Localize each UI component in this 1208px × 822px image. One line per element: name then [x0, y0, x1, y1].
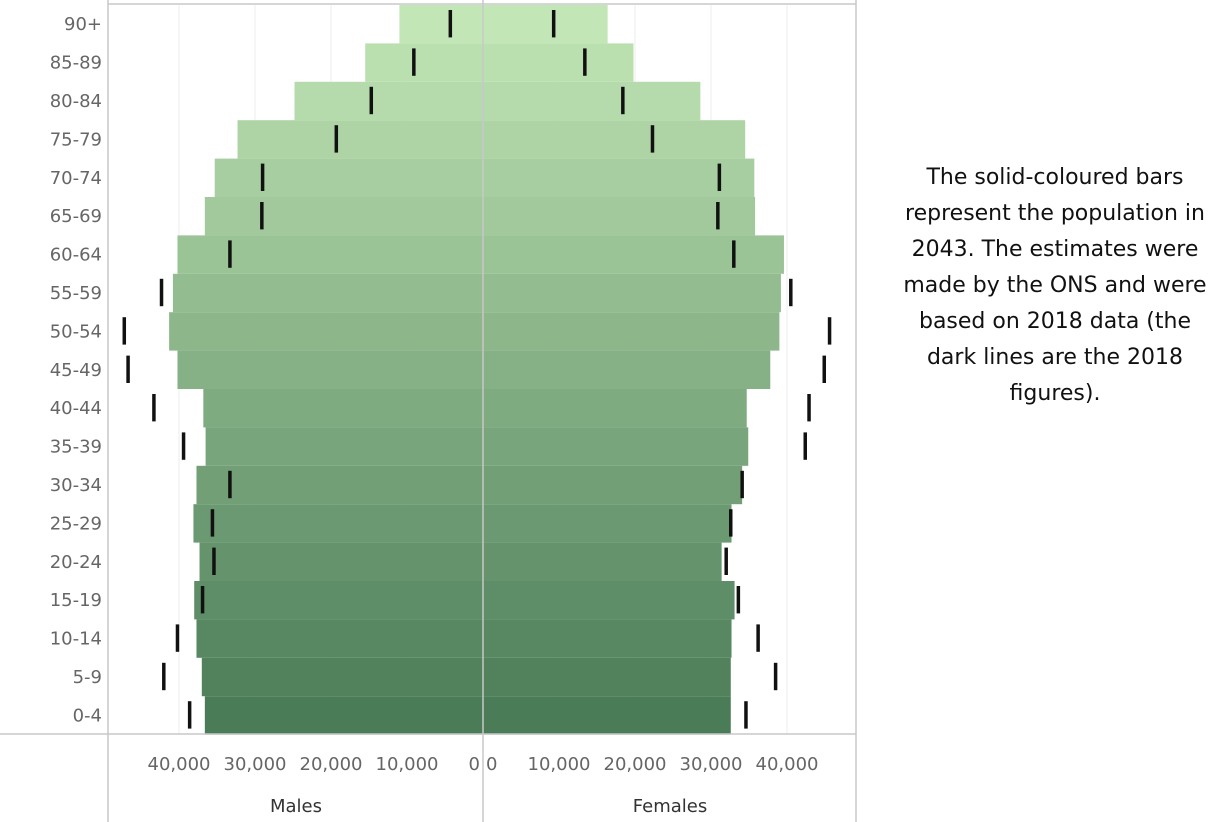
- female-bar: [483, 235, 784, 274]
- age-group-label: 30-34: [50, 475, 102, 496]
- females-axis-title: Females: [633, 796, 707, 817]
- age-group-label: 75-79: [50, 129, 102, 150]
- x-tick-label: 30,000: [680, 754, 743, 775]
- male-bar: [237, 120, 483, 159]
- male-bar: [203, 389, 483, 428]
- age-group-label: 20-24: [50, 552, 102, 573]
- age-group-label: 90+: [64, 14, 102, 35]
- female-bar: [483, 5, 608, 44]
- x-tick-label: 0: [486, 754, 497, 775]
- age-group-label: 10-14: [50, 629, 102, 650]
- axes: [0, 0, 857, 822]
- female-bar: [483, 120, 746, 159]
- x-tick-labels: 40,000 30,000 20,000 10,000 0 0 10,000 20,000 30…: [148, 754, 819, 775]
- age-group-label: 0-4: [73, 705, 102, 726]
- female-bar: [483, 158, 755, 197]
- x-tick-label: 40,000: [756, 754, 819, 775]
- age-group-label: 50-54: [50, 321, 102, 342]
- age-group-label: 40-44: [50, 398, 102, 419]
- female-bar: [483, 465, 743, 505]
- x-tick-label: 30,000: [224, 754, 287, 775]
- age-group-label: 5-9: [73, 667, 102, 688]
- male-bar: [204, 696, 483, 735]
- male-bar: [365, 43, 483, 82]
- female-bar: [483, 542, 722, 581]
- age-labels: 90+ 85-89 80-84 75-79 70-74 65-69 60-64 55-59 50…: [50, 14, 102, 726]
- male-bar: [172, 273, 484, 313]
- markers-2018: [122, 10, 832, 729]
- male-bar: [399, 5, 483, 44]
- male-bar: [201, 657, 484, 697]
- male-bar: [194, 581, 483, 620]
- male-bar: [294, 81, 483, 121]
- x-tick-label: 20,000: [604, 754, 667, 775]
- age-group-label: 35-39: [50, 437, 102, 458]
- male-bar: [177, 350, 484, 389]
- age-group-label: 85-89: [50, 53, 102, 74]
- female-bar: [483, 389, 747, 428]
- male-bar: [205, 427, 483, 466]
- female-bar: [483, 619, 732, 658]
- population-pyramid-chart: 90+ 85-89 80-84 75-79 70-74 65-69 60-64 55-59 50…: [0, 0, 857, 822]
- age-group-label: 45-49: [50, 360, 102, 381]
- age-group-label: 60-64: [50, 245, 102, 266]
- female-bar: [483, 197, 756, 236]
- female-bar: [483, 696, 731, 735]
- female-bar: [483, 427, 749, 466]
- male-bar: [177, 235, 484, 274]
- age-group-label: 25-29: [50, 513, 102, 534]
- female-bar: [483, 504, 732, 543]
- male-bar: [196, 465, 484, 505]
- male-bar: [204, 197, 483, 236]
- males-axis-title: Males: [270, 796, 322, 817]
- male-bar: [214, 158, 483, 197]
- female-bar: [483, 81, 701, 121]
- x-tick-label: 10,000: [376, 754, 439, 775]
- x-tick-label: 0: [469, 754, 480, 775]
- female-bar: [483, 312, 780, 351]
- age-group-label: 80-84: [50, 91, 102, 112]
- female-bar: [483, 43, 634, 82]
- annotation-text: The solid-coloured bars represent the po…: [903, 165, 1207, 406]
- age-group-label: 55-59: [50, 283, 102, 304]
- male-bar: [196, 619, 484, 658]
- female-bar: [483, 273, 781, 313]
- female-bar: [483, 350, 771, 389]
- female-bar: [483, 581, 735, 620]
- x-tick-label: 10,000: [528, 754, 591, 775]
- bars-2043: [169, 5, 784, 735]
- age-group-label: 65-69: [50, 206, 102, 227]
- age-group-label: 15-19: [50, 590, 102, 611]
- x-tick-label: 40,000: [148, 754, 211, 775]
- male-bar: [199, 542, 483, 581]
- male-bar: [169, 312, 483, 351]
- x-tick-label: 20,000: [300, 754, 363, 775]
- female-bar: [483, 657, 731, 697]
- age-group-label: 70-74: [50, 168, 102, 189]
- male-bar: [193, 504, 483, 543]
